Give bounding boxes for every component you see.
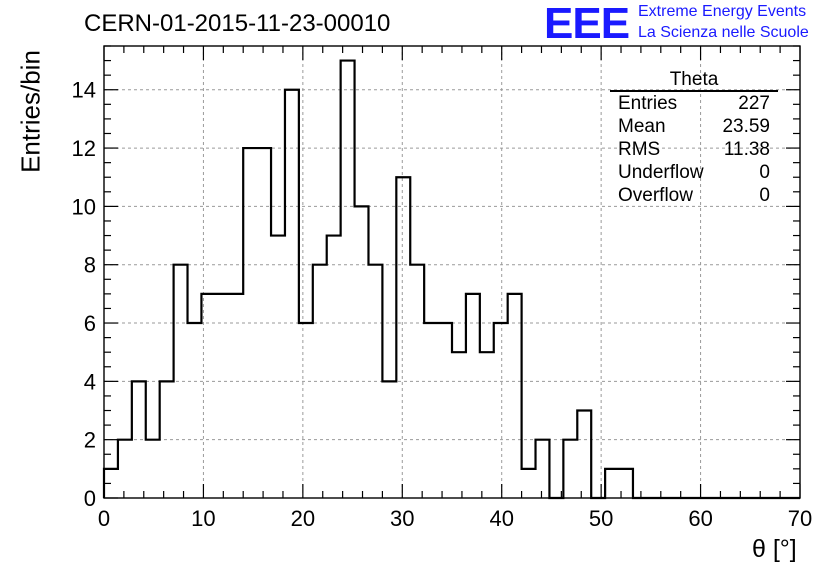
x-tick-label: 20 <box>291 506 315 531</box>
run-title: CERN-01-2015-11-23-00010 <box>84 10 391 37</box>
y-axis-label: Entries/bin <box>15 50 46 173</box>
y-tick-label: 2 <box>84 428 96 453</box>
stats-label: RMS <box>618 139 661 160</box>
y-tick-label: 14 <box>72 78 96 103</box>
stats-row-mean: Mean 23.59 <box>610 115 778 138</box>
stats-row-overflow: Overflow 0 <box>610 184 778 207</box>
y-tick-label: 6 <box>84 311 96 336</box>
stats-label: Underflow <box>618 162 704 183</box>
logo-caption-line2: La Scienza nelle Scuole <box>638 24 809 41</box>
stats-row-underflow: Underflow 0 <box>610 161 778 184</box>
stats-label: Mean <box>618 116 666 137</box>
stats-value: 0 <box>759 162 770 183</box>
y-tick-label: 0 <box>84 486 96 511</box>
x-tick-label: 10 <box>191 506 215 531</box>
y-tick-label: 12 <box>72 136 96 161</box>
stats-value: 227 <box>738 93 770 114</box>
histogram-series <box>102 59 800 500</box>
x-tick-label: 50 <box>589 506 613 531</box>
stats-row-entries: Entries 227 <box>610 92 778 115</box>
stats-value: 0 <box>759 185 770 206</box>
x-tick-label: 30 <box>390 506 414 531</box>
y-tick-label: 4 <box>84 369 96 394</box>
axes <box>103 45 801 499</box>
eee-logo: EEE <box>544 0 630 48</box>
plot-frame <box>103 45 801 499</box>
y-tick-label: 8 <box>84 253 96 278</box>
tick-labels: 0 10 20 30 40 50 60 70 0 2 4 6 8 10 12 14 <box>72 78 813 531</box>
stats-row-rms: RMS 11.38 <box>610 138 778 161</box>
stats-label: Overflow <box>618 185 693 206</box>
stats-box: Theta Entries 227 Mean 23.59 RMS 11.38 Unde… <box>610 68 778 207</box>
x-tick-label: 0 <box>98 506 110 531</box>
x-tick-label: 60 <box>688 506 712 531</box>
stats-title: Theta <box>610 68 778 92</box>
x-axis-label: θ [°] <box>752 535 797 563</box>
y-tick-label: 10 <box>72 194 96 219</box>
x-tick-label: 70 <box>788 506 812 531</box>
stats-value: 11.38 <box>723 139 770 160</box>
stats-value: 23.59 <box>722 116 770 137</box>
logo-caption-line1: Extreme Energy Events <box>638 3 807 20</box>
x-tick-label: 40 <box>489 506 513 531</box>
stats-label: Entries <box>618 93 678 114</box>
